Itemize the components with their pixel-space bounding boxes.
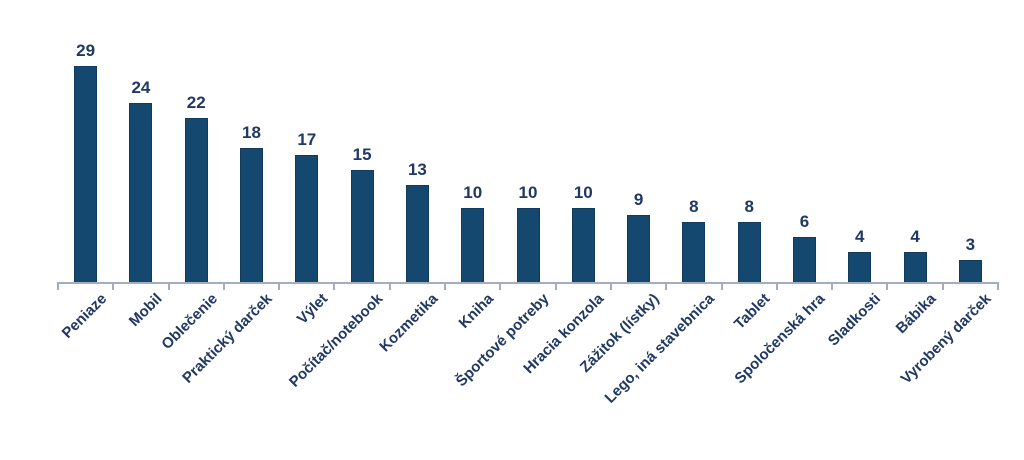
x-axis-tick — [57, 282, 59, 290]
x-axis-category-label: Lego, iná stavebnica — [601, 290, 719, 407]
bar — [184, 118, 208, 282]
bar-value-label: 6 — [799, 212, 810, 232]
bar-value-label: 22 — [186, 93, 206, 113]
x-axis-tick — [278, 282, 281, 290]
bar-value-label: 4 — [855, 227, 865, 247]
bar-value-label: 9 — [633, 189, 644, 209]
bar — [74, 65, 98, 282]
bar — [129, 103, 153, 282]
bar-value-label: 4 — [910, 227, 920, 247]
x-axis-category-label: Peniaze — [58, 290, 110, 342]
x-axis-category-label: Sladkosti — [824, 290, 885, 350]
bar — [516, 207, 540, 282]
x-axis-tick — [941, 282, 944, 290]
x-axis-tick — [775, 282, 778, 290]
bar-value-label: 10 — [463, 182, 483, 202]
x-axis-category-label: Kozmetika — [376, 290, 442, 356]
x-axis-tick — [167, 282, 170, 290]
x-axis-category-label: Bábika — [892, 290, 940, 338]
bar-value-label: 13 — [407, 160, 427, 180]
x-axis-tick — [665, 282, 668, 290]
x-axis-tick — [554, 282, 557, 290]
x-axis-tick — [886, 282, 889, 290]
bar — [792, 237, 816, 282]
bar-value-label: 8 — [689, 197, 699, 217]
bar-value-label: 15 — [352, 145, 372, 165]
bar-value-label: 24 — [131, 78, 151, 98]
bar-value-label: 10 — [573, 182, 593, 202]
bar — [848, 252, 872, 282]
bar — [737, 222, 761, 282]
bar — [405, 185, 429, 282]
bar — [240, 147, 264, 282]
x-axis-tick — [499, 282, 502, 290]
x-axis-category-label: Tablet — [731, 290, 774, 333]
x-axis-category-label: Výlet — [293, 290, 332, 328]
x-axis-tick — [333, 282, 336, 290]
x-axis-tick — [720, 282, 723, 290]
x-axis-tick — [112, 282, 115, 290]
x-axis-tick — [222, 282, 225, 290]
bar-value-label: 18 — [242, 122, 261, 142]
bar — [295, 155, 319, 282]
x-axis-tick — [997, 282, 999, 290]
x-axis-tick — [831, 282, 834, 290]
bar — [903, 252, 927, 282]
bar — [350, 170, 374, 282]
bar-value-label: 17 — [297, 130, 317, 150]
bar — [682, 222, 706, 282]
bar — [627, 214, 651, 282]
x-axis-tick — [609, 282, 612, 290]
x-axis-line — [58, 282, 998, 284]
bar — [571, 207, 595, 282]
x-axis-tick — [444, 282, 447, 290]
bar — [958, 259, 982, 282]
bar-value-label: 10 — [518, 182, 538, 202]
bar-value-label: 8 — [744, 197, 754, 217]
x-axis-category-label: Mobil — [125, 290, 166, 331]
bar-value-label: 3 — [965, 234, 976, 254]
bar-value-label: 29 — [76, 40, 96, 60]
bar — [461, 207, 485, 282]
x-axis-category-label: Kniha — [455, 290, 498, 332]
x-axis-tick — [388, 282, 391, 290]
